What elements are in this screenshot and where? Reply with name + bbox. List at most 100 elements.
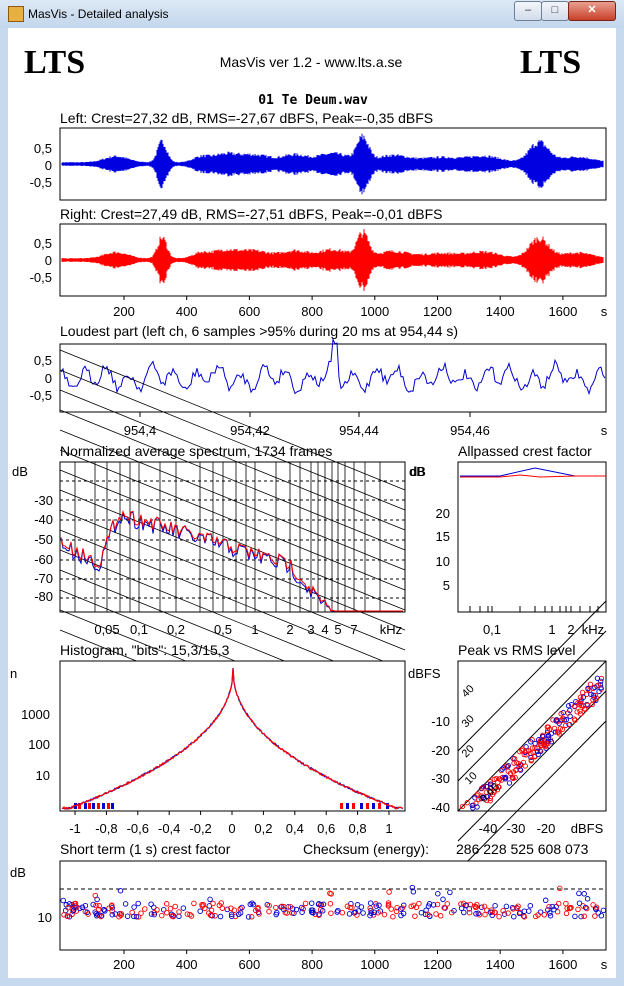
peakrms-point	[523, 744, 529, 750]
crest-point	[478, 904, 485, 910]
crest-point	[308, 900, 315, 906]
crest-point	[154, 907, 160, 913]
crest-point	[112, 911, 119, 917]
crest-point	[433, 911, 439, 917]
crest-point	[308, 907, 315, 913]
spectrum-slope-line	[59, 449, 406, 591]
crest-point	[425, 911, 431, 918]
peakrms-point	[539, 733, 546, 740]
crest-point	[63, 902, 70, 908]
allpass-ytick: 10	[436, 554, 450, 569]
crest-point	[159, 912, 165, 919]
peakrms-point	[553, 717, 560, 723]
histogram-plot: n 1000 100 10 -1 -0,8 -0,6 -0,4 -0,2 0 0,2 0,4 0…	[10, 660, 406, 836]
peakrms-point	[478, 795, 484, 802]
histogram-edge-marker	[386, 803, 389, 809]
peakrms-point	[479, 785, 485, 791]
crest-point	[393, 908, 400, 915]
peakrms-point	[510, 769, 517, 775]
time-axis-tick-label: 200	[113, 304, 135, 319]
right-channel-plot: 0,5 0 -0,5 200 400 600 800 1000 1200 1400 1600 s	[30, 223, 608, 319]
peakrms-point	[528, 757, 534, 763]
crest-point	[188, 913, 195, 919]
loudest-title: Loudest part (left ch, 6 samples >95% du…	[60, 323, 458, 339]
crest-point	[239, 904, 245, 911]
crest-point	[437, 913, 444, 919]
crest-point	[593, 904, 600, 911]
lts-logo-left: LTS	[24, 44, 85, 81]
crest-point	[273, 904, 279, 911]
peakrms-point	[494, 787, 501, 793]
crest-point	[584, 896, 591, 902]
crest-point	[360, 910, 366, 916]
crest-point	[101, 907, 107, 913]
peakrms-point	[483, 789, 489, 795]
allpass-title: Allpassed crest factor	[458, 443, 592, 459]
allpass-plot: dB 20 15 10 5 0,1 1 2 kHz	[410, 461, 607, 637]
title-bar[interactable]: MasVis - Detailed analysis – □ ✕	[0, 0, 624, 28]
version-text: MasVis ver 1.2 - www.lts.a.se	[220, 54, 403, 70]
histogram-x-axis: -1 -0,8 -0,6 -0,4 -0,2 0 0,2 0,4 0,6 0,8 1	[69, 811, 393, 836]
peakrms-point	[555, 729, 562, 735]
crest-point	[299, 909, 305, 915]
time-axis-unit: s	[601, 304, 608, 319]
spectrum-slope-line	[59, 369, 406, 511]
peakrms-xtick: -40	[479, 821, 498, 836]
crest-point	[541, 912, 548, 918]
crest-point	[287, 903, 294, 910]
crest-point	[549, 903, 555, 910]
spectrum-plot-frame	[59, 461, 406, 613]
crest-point	[187, 911, 193, 918]
crest-point	[481, 903, 488, 910]
spectrum-xtick: 0,5	[214, 622, 232, 637]
close-button[interactable]: ✕	[568, 1, 616, 21]
peakrms-point	[538, 748, 544, 755]
crest-point	[461, 909, 467, 916]
histogram-edge-marker	[372, 803, 375, 809]
histogram-edge-marker	[360, 803, 363, 809]
crest-point	[93, 902, 99, 909]
histogram-xtick-label: -0,6	[127, 821, 149, 836]
crest-point	[131, 904, 137, 910]
crest-point	[578, 913, 584, 920]
time-axis: 200 400 600 800 1000 1200 1400 1600 s	[113, 296, 608, 319]
crest-point	[475, 910, 482, 917]
peakrms-point	[588, 691, 594, 698]
loudest-plot: 0,5 0 -0,5 954,4 954,42 954,44 954,46 s	[30, 337, 608, 438]
crest-point	[505, 910, 511, 916]
crest-point	[371, 909, 378, 915]
histogram-edge-marker	[346, 803, 349, 809]
analysis-figure: LTS LTS MasVis ver 1.2 - www.lts.a.se 01…	[10, 44, 608, 972]
crest-point	[492, 909, 499, 916]
left-waveform	[61, 133, 604, 195]
crest-point	[266, 908, 272, 915]
crest-point	[441, 904, 447, 911]
minimize-button[interactable]: –	[514, 1, 542, 21]
spectrum-slope-line	[59, 349, 406, 491]
histogram-ytick: 100	[28, 737, 50, 752]
histogram-edge-marker	[78, 803, 81, 809]
right-ytick: 0	[45, 253, 52, 268]
allpass-x-unit: kHz	[582, 622, 604, 637]
crest-point	[124, 913, 131, 919]
crest-point	[563, 910, 570, 917]
peakrms-plot: dBFS -10 -20 -30 -40 -40 -30 -20 dBFS 40…	[408, 600, 607, 872]
peakrms-diagonal	[457, 630, 607, 782]
spectrum-xtick: 2	[286, 622, 293, 637]
maximize-button[interactable]: □	[541, 1, 569, 21]
crest-point	[217, 913, 224, 920]
crest-point	[413, 904, 420, 911]
crest-point	[98, 913, 104, 920]
crest-point	[463, 902, 469, 909]
crest-point	[90, 901, 96, 908]
spectrum-xtick: 7	[350, 622, 357, 637]
crest-point	[82, 902, 89, 909]
peakrms-point	[594, 675, 601, 681]
peakrms-point	[503, 763, 509, 769]
left-ytick: -0,5	[30, 175, 52, 190]
crest-point	[527, 902, 534, 909]
crest-point	[472, 903, 478, 909]
crest-point	[476, 912, 483, 918]
crest-point	[170, 913, 177, 920]
crest-point	[547, 910, 553, 916]
